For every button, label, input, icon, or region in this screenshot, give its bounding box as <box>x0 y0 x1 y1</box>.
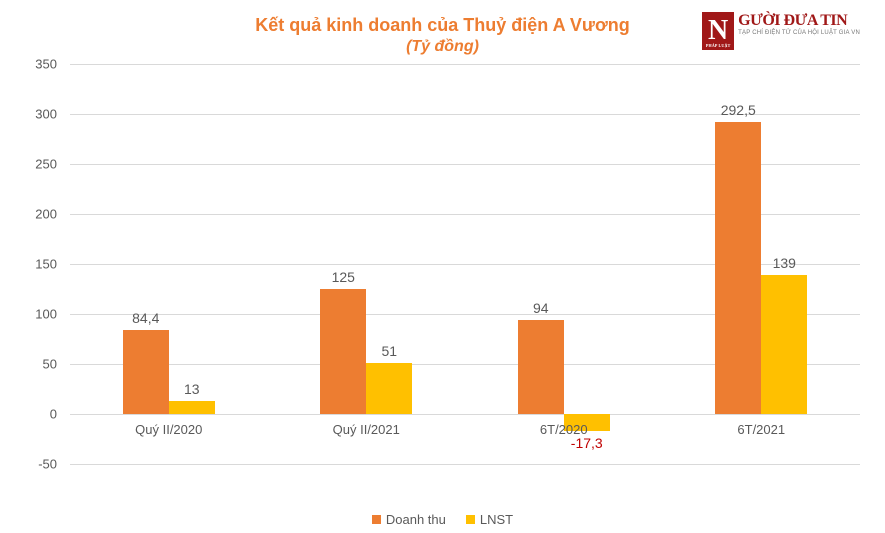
logo-main-text: GƯỜI ĐƯA TIN <box>738 12 860 30</box>
y-axis: -50050100150200250300350 <box>25 64 65 464</box>
x-tick-label: Quý II/2021 <box>333 422 400 437</box>
bar-fill <box>761 275 807 414</box>
bar: 84,4 <box>123 64 169 464</box>
bar-group: 12551 <box>268 64 466 464</box>
chart-container: N GƯỜI ĐƯA TIN TẠP CHÍ ĐIỆN TỬ CỦA HỘI L… <box>0 0 885 533</box>
x-tick-label: 6T/2020 <box>540 422 588 437</box>
bar-fill <box>123 330 169 414</box>
y-tick-label: -50 <box>38 457 57 472</box>
bar: 51 <box>366 64 412 464</box>
legend-item: Doanh thu <box>372 512 446 527</box>
bar: 125 <box>320 64 366 464</box>
bar-group: 84,413 <box>70 64 268 464</box>
bar-value-label: 51 <box>339 343 439 359</box>
gridline <box>70 464 860 465</box>
bar: -17,3 <box>564 64 610 464</box>
legend-swatch-icon <box>372 515 381 524</box>
publisher-logo: N GƯỜI ĐƯA TIN TẠP CHÍ ĐIỆN TỬ CỦA HỘI L… <box>702 12 860 50</box>
bars-layer: 84,4131255194-17,3292,5139 <box>70 64 860 464</box>
y-tick-label: 300 <box>35 107 57 122</box>
legend: Doanh thu LNST <box>0 512 885 527</box>
logo-text: GƯỜI ĐƯA TIN TẠP CHÍ ĐIỆN TỬ CỦA HỘI LUẬ… <box>738 12 860 36</box>
bar-fill <box>518 320 564 414</box>
x-tick-label: 6T/2021 <box>737 422 785 437</box>
y-tick-label: 250 <box>35 157 57 172</box>
x-tick-label: Quý II/2020 <box>135 422 202 437</box>
logo-n-icon: N <box>702 12 734 50</box>
legend-item: LNST <box>466 512 513 527</box>
bar-fill <box>169 401 215 414</box>
bar: 13 <box>169 64 215 464</box>
bar-value-label: -17,3 <box>537 435 637 451</box>
y-tick-label: 350 <box>35 57 57 72</box>
bar: 94 <box>518 64 564 464</box>
y-tick-label: 0 <box>50 407 57 422</box>
bar-group: 292,5139 <box>663 64 861 464</box>
y-tick-label: 150 <box>35 257 57 272</box>
legend-label: Doanh thu <box>386 512 446 527</box>
bar-group: 94-17,3 <box>465 64 663 464</box>
bar: 139 <box>761 64 807 464</box>
bar-fill <box>366 363 412 414</box>
legend-swatch-icon <box>466 515 475 524</box>
bar-value-label: 13 <box>142 381 242 397</box>
y-tick-label: 50 <box>43 357 57 372</box>
plot-area: -50050100150200250300350 84,4131255194-1… <box>25 64 860 464</box>
y-tick-label: 100 <box>35 307 57 322</box>
bar-value-label: 139 <box>734 255 834 271</box>
y-tick-label: 200 <box>35 207 57 222</box>
logo-sub-text: TẠP CHÍ ĐIỆN TỬ CỦA HỘI LUẬT GIA VN <box>738 30 860 36</box>
legend-label: LNST <box>480 512 513 527</box>
